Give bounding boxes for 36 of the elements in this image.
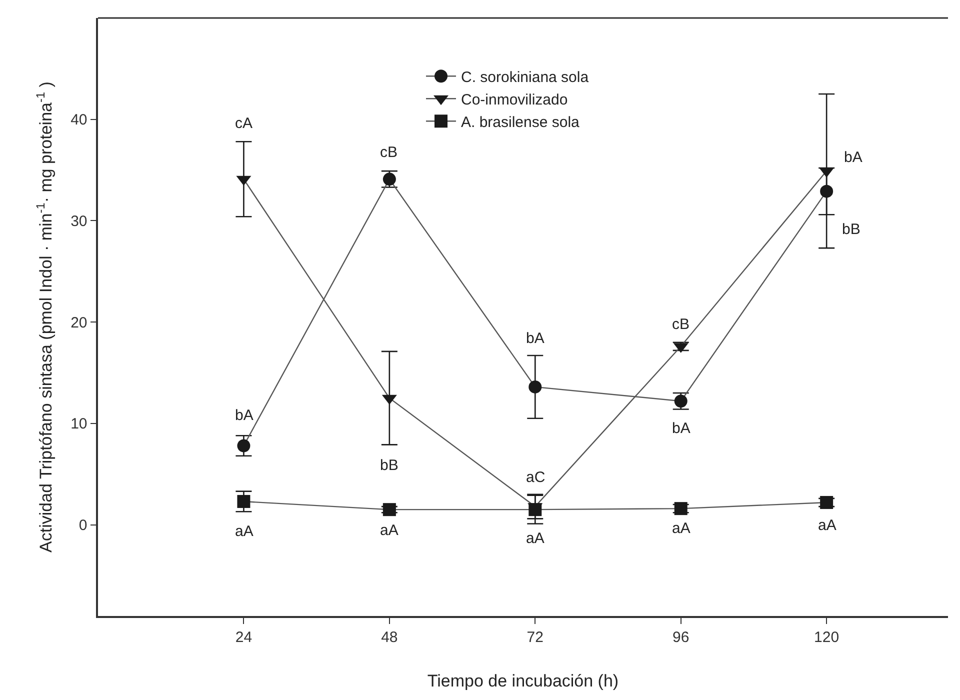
x-tick-label: 96 [672, 628, 690, 646]
annotation: bB [380, 457, 398, 474]
annotation: cB [672, 316, 690, 333]
annotation: aA [235, 523, 254, 540]
annotation: cB [380, 144, 398, 161]
annotation: aC [526, 469, 546, 486]
x-tick-label: 72 [526, 628, 544, 646]
annotation: aA [526, 530, 544, 547]
y-tick-label: 10 [70, 416, 88, 433]
point [820, 496, 834, 509]
point [528, 380, 542, 394]
annotation: aA [672, 520, 690, 537]
annotation: bB [842, 221, 860, 238]
annotation: bA [844, 149, 862, 166]
annotation: aA [818, 517, 836, 534]
x-tick-label: 120 [814, 628, 840, 646]
x-tick-label: 24 [235, 628, 252, 646]
point [528, 503, 542, 516]
x-tick-label: 48 [381, 628, 398, 646]
annotation: bA [526, 330, 544, 347]
point [820, 184, 834, 198]
x-axis-title: Tiempo de incubación (h) [427, 672, 619, 691]
y-tick-label: 30 [70, 212, 88, 230]
point [382, 503, 396, 516]
legend-label: A. brasilense sola [461, 114, 580, 131]
y-tick-label: 20 [70, 314, 88, 332]
annotation: aA [380, 522, 398, 539]
point [237, 439, 250, 452]
legend-label: C. sorokiniana sola [461, 68, 590, 86]
annotation: cA [235, 115, 253, 132]
point [237, 494, 250, 508]
legend-label: Co-inmovilizado [461, 91, 568, 108]
annotation: bA [672, 420, 690, 437]
y-tick-label: 0 [78, 517, 88, 534]
annotation: bA [235, 407, 254, 424]
y-tick-label: 40 [70, 112, 88, 129]
